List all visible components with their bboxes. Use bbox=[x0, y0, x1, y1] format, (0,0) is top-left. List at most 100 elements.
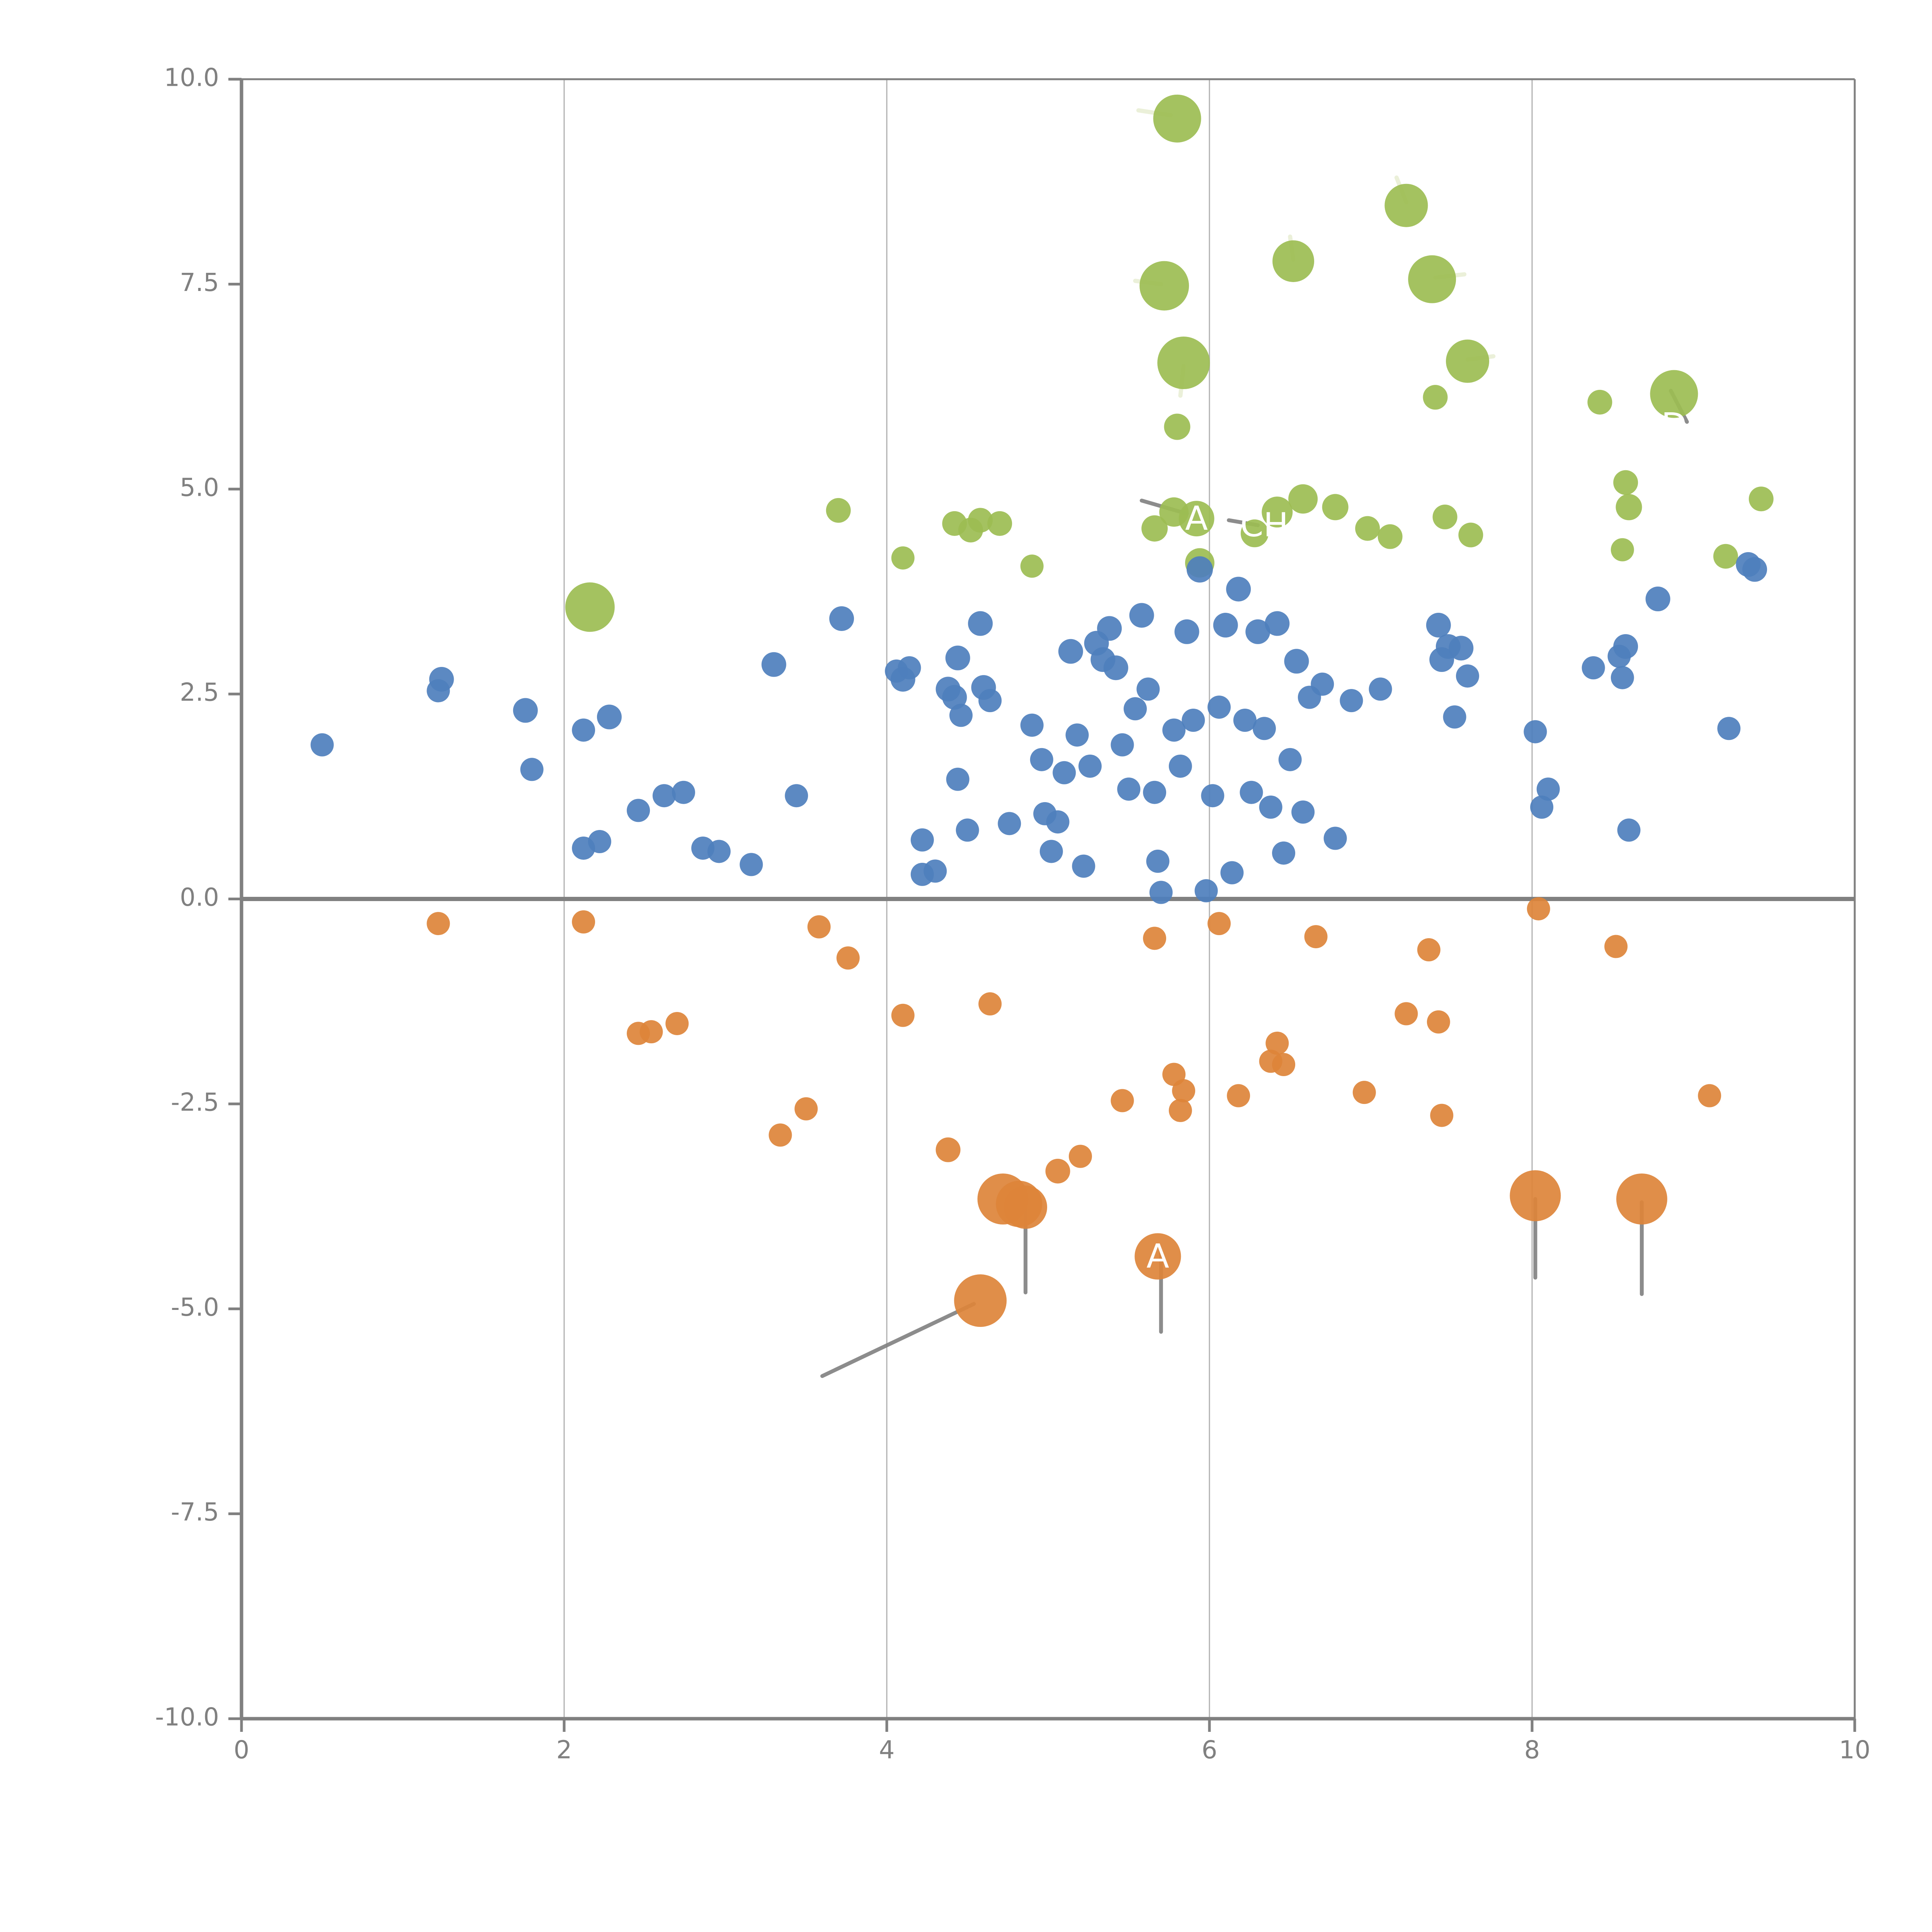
scatter-point-blue[interactable] bbox=[588, 830, 611, 853]
scatter-point-blue[interactable] bbox=[1530, 795, 1554, 819]
scatter-point-blue[interactable] bbox=[956, 818, 979, 842]
scatter-point-green[interactable] bbox=[1650, 370, 1698, 418]
scatter-point-blue[interactable] bbox=[1046, 810, 1070, 834]
scatter-point-blue[interactable] bbox=[968, 611, 993, 636]
scatter-point-orange[interactable] bbox=[1111, 1089, 1134, 1112]
scatter-point-blue[interactable] bbox=[513, 698, 538, 723]
scatter-point-blue[interactable] bbox=[1582, 656, 1605, 680]
scatter-point-blue[interactable] bbox=[942, 685, 967, 710]
scatter-point-blue[interactable] bbox=[627, 799, 650, 822]
scatter-point-orange[interactable] bbox=[1265, 1031, 1289, 1055]
scatter-point-blue[interactable] bbox=[1194, 879, 1218, 903]
scatter-point-orange[interactable] bbox=[1134, 1233, 1181, 1280]
scatter-point-green[interactable] bbox=[1616, 494, 1642, 520]
scatter-point-orange[interactable] bbox=[1604, 935, 1628, 958]
scatter-point-orange[interactable] bbox=[572, 910, 595, 934]
scatter-point-green[interactable] bbox=[891, 546, 915, 570]
scatter-point-blue[interactable] bbox=[1252, 717, 1276, 740]
scatter-point-blue[interactable] bbox=[652, 784, 676, 808]
scatter-point-blue[interactable] bbox=[1186, 556, 1213, 583]
scatter-point-green[interactable] bbox=[1423, 385, 1448, 410]
scatter-point-blue[interactable] bbox=[1182, 709, 1205, 732]
scatter-point-blue[interactable] bbox=[1146, 849, 1170, 873]
scatter-point-blue[interactable] bbox=[1136, 677, 1160, 701]
scatter-point-blue[interactable] bbox=[1456, 664, 1479, 688]
scatter-point-blue[interactable] bbox=[1645, 587, 1670, 612]
scatter-point-blue[interactable] bbox=[1072, 854, 1095, 878]
scatter-point-blue[interactable] bbox=[1426, 612, 1451, 638]
scatter-point-blue[interactable] bbox=[1058, 639, 1083, 664]
scatter-point-orange[interactable] bbox=[1616, 1173, 1667, 1225]
scatter-point-blue[interactable] bbox=[1208, 696, 1231, 719]
scatter-point-blue[interactable] bbox=[707, 840, 731, 863]
scatter-point-blue[interactable] bbox=[946, 767, 969, 791]
scatter-point-green[interactable] bbox=[1240, 519, 1269, 548]
scatter-point-blue[interactable] bbox=[1162, 718, 1186, 742]
scatter-point-blue[interactable] bbox=[672, 781, 695, 804]
scatter-point-blue[interactable] bbox=[1536, 777, 1560, 801]
scatter-point-blue[interactable] bbox=[761, 652, 786, 677]
scatter-point-orange[interactable] bbox=[1430, 1104, 1454, 1127]
scatter-point-orange[interactable] bbox=[1304, 925, 1328, 949]
scatter-point-blue[interactable] bbox=[1291, 800, 1315, 824]
scatter-point-blue[interactable] bbox=[1717, 717, 1741, 740]
scatter-point-blue[interactable] bbox=[1524, 720, 1547, 743]
scatter-point-orange[interactable] bbox=[1227, 1084, 1250, 1107]
scatter-point-orange[interactable] bbox=[1069, 1145, 1092, 1168]
scatter-point-blue[interactable] bbox=[1201, 784, 1225, 808]
scatter-point-orange[interactable] bbox=[836, 946, 860, 970]
scatter-point-orange[interactable] bbox=[1004, 1185, 1048, 1229]
scatter-point-orange[interactable] bbox=[891, 1003, 915, 1027]
scatter-point-green[interactable] bbox=[1432, 504, 1458, 529]
scatter-point-green[interactable] bbox=[1141, 515, 1168, 542]
scatter-point-green[interactable] bbox=[1748, 486, 1774, 512]
scatter-point-green[interactable] bbox=[1020, 554, 1044, 578]
scatter-point-green[interactable] bbox=[1157, 337, 1210, 389]
series-orange-points[interactable] bbox=[427, 897, 1721, 1327]
scatter-point-blue[interactable] bbox=[1284, 649, 1309, 674]
scatter-point-orange[interactable] bbox=[1352, 1081, 1376, 1104]
scatter-point-blue[interactable] bbox=[310, 733, 334, 757]
scatter-point-orange[interactable] bbox=[935, 1137, 961, 1162]
scatter-point-orange[interactable] bbox=[1143, 927, 1167, 950]
scatter-point-green[interactable] bbox=[1458, 522, 1483, 548]
scatter-point-green[interactable] bbox=[1164, 413, 1190, 440]
scatter-point-orange[interactable] bbox=[1698, 1084, 1721, 1107]
scatter-point-blue[interactable] bbox=[1168, 754, 1192, 778]
scatter-point-orange[interactable] bbox=[665, 1012, 689, 1035]
scatter-point-orange[interactable] bbox=[1427, 1010, 1450, 1034]
scatter-point-blue[interactable] bbox=[572, 718, 595, 742]
scatter-point-blue[interactable] bbox=[1272, 841, 1296, 865]
scatter-point-blue[interactable] bbox=[740, 853, 763, 876]
scatter-point-orange[interactable] bbox=[954, 1274, 1007, 1327]
scatter-point-blue[interactable] bbox=[1149, 881, 1173, 904]
scatter-point-orange[interactable] bbox=[1208, 912, 1231, 935]
scatter-point-blue[interactable] bbox=[998, 812, 1021, 835]
scatter-point-blue[interactable] bbox=[978, 689, 1002, 713]
scatter-point-blue[interactable] bbox=[1340, 689, 1363, 713]
scatter-point-green[interactable] bbox=[1613, 470, 1638, 495]
scatter-point-green[interactable] bbox=[1153, 94, 1201, 143]
scatter-point-green[interactable] bbox=[1288, 484, 1318, 514]
scatter-point-green[interactable] bbox=[1272, 240, 1315, 282]
scatter-point-blue[interactable] bbox=[1020, 713, 1044, 737]
scatter-point-blue[interactable] bbox=[427, 679, 450, 702]
scatter-point-blue[interactable] bbox=[1053, 761, 1076, 784]
scatter-point-blue[interactable] bbox=[1097, 616, 1122, 641]
scatter-point-blue[interactable] bbox=[1611, 666, 1634, 689]
scatter-point-green[interactable] bbox=[1355, 516, 1380, 541]
scatter-point-green[interactable] bbox=[565, 582, 615, 632]
scatter-point-green[interactable] bbox=[1446, 339, 1489, 383]
scatter-point-blue[interactable] bbox=[1259, 795, 1282, 819]
scatter-point-blue[interactable] bbox=[1039, 840, 1063, 863]
scatter-point-green[interactable] bbox=[1713, 544, 1738, 569]
scatter-point-blue[interactable] bbox=[1065, 723, 1089, 747]
series-blue-points[interactable] bbox=[310, 552, 1767, 904]
scatter-point-orange[interactable] bbox=[1045, 1158, 1070, 1184]
scatter-point-green[interactable] bbox=[1408, 255, 1456, 303]
scatter-point-green[interactable] bbox=[987, 511, 1012, 536]
scatter-point-blue[interactable] bbox=[923, 859, 947, 883]
scatter-point-blue[interactable] bbox=[1449, 636, 1474, 661]
scatter-point-orange[interactable] bbox=[1259, 1049, 1282, 1073]
scatter-point-blue[interactable] bbox=[597, 704, 622, 730]
